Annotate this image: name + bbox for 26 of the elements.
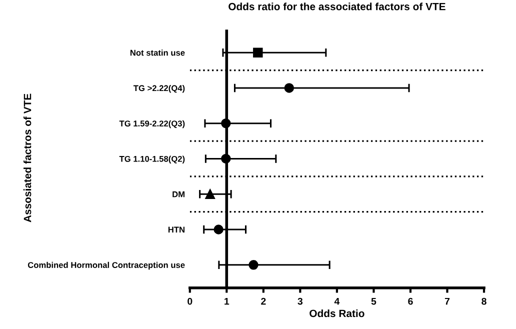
point bbox=[221, 118, 231, 128]
point bbox=[221, 154, 231, 164]
chart-title: Odds ratio for the associated factors of VTE bbox=[228, 2, 446, 10]
point bbox=[284, 83, 294, 93]
y-axis-title: Assosiated factros of VTE bbox=[24, 94, 32, 222]
y-tick-label: TG >2.22(Q4) bbox=[133, 84, 185, 93]
y-tick-label: HTN bbox=[168, 226, 184, 233]
y-tick-label: TG 1.59-2.22(Q3) bbox=[119, 120, 185, 128]
x-tick-label: 2 bbox=[261, 298, 266, 305]
x-tick-label: 3 bbox=[298, 298, 303, 305]
x-axis-title: Odds Ratio bbox=[310, 309, 364, 318]
point bbox=[214, 224, 224, 234]
x-tick-label: 7 bbox=[444, 298, 450, 305]
x-tick-label: 0 bbox=[188, 298, 192, 305]
x-tick-label: 4 bbox=[334, 298, 340, 305]
y-tick-label: DM bbox=[172, 191, 184, 198]
x-tick-label: 5 bbox=[371, 298, 376, 305]
x-tick-label: 6 bbox=[408, 298, 413, 305]
x-tick-label: 8 bbox=[482, 298, 486, 305]
y-tick-label: Combined Hormonal Contraception use bbox=[28, 262, 185, 270]
point bbox=[253, 48, 263, 58]
point bbox=[205, 189, 215, 199]
x-tick-label: 1 bbox=[224, 298, 230, 305]
point bbox=[248, 260, 258, 270]
y-tick-label: TG 1.10-1.58(Q2) bbox=[119, 156, 185, 164]
y-tick-label: Not statin use bbox=[130, 50, 185, 56]
